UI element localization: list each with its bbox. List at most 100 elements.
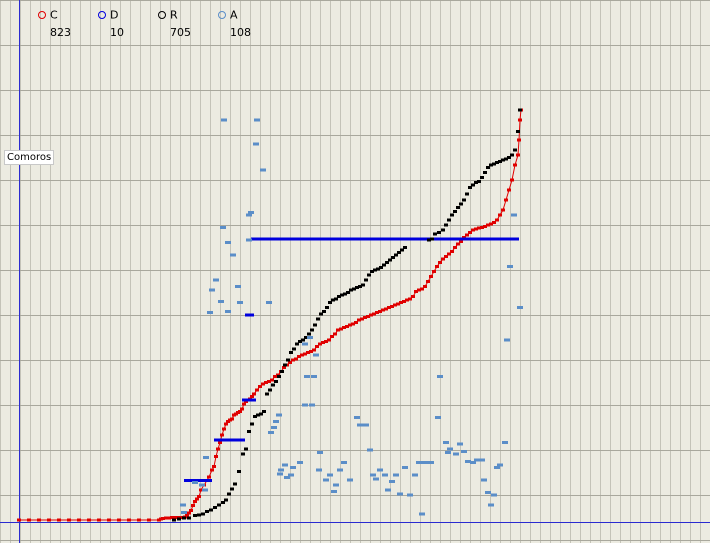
series-r-point (334, 297, 338, 301)
series-r-point (177, 517, 181, 521)
series-a-point (192, 481, 198, 484)
series-c-point (291, 358, 295, 362)
series-c-point (468, 231, 472, 234)
series-a-point (311, 375, 317, 378)
series-c-point (354, 321, 358, 324)
series-r-point (256, 413, 260, 417)
series-a-point (220, 226, 226, 229)
series-r-point (459, 202, 463, 206)
series-r-point (462, 198, 466, 202)
series-c-point (318, 342, 322, 346)
series-a-point (307, 336, 313, 339)
series-c-point (396, 302, 400, 306)
series-c-point (270, 378, 274, 382)
legend-item-d[interactable]: D (98, 8, 118, 22)
series-c-point (242, 402, 246, 406)
series-r-point (489, 163, 493, 167)
series-a-point (363, 423, 369, 427)
series-r-point (289, 351, 293, 354)
series-r-point (340, 293, 344, 297)
series-a-point (497, 463, 503, 467)
series-c-point (474, 227, 478, 231)
series-c-point (456, 242, 460, 246)
series-c-point (363, 316, 367, 319)
series-c-point (492, 221, 496, 224)
legend-label-a: A (230, 8, 238, 22)
series-r-point (441, 228, 445, 232)
series-c-point (37, 518, 41, 522)
series-r-point (201, 512, 205, 516)
series-c-point (273, 375, 277, 378)
series-c-point (372, 312, 376, 316)
series-r-point (444, 223, 448, 227)
series-c-point (507, 188, 511, 192)
series-c-point (312, 348, 316, 352)
series-c-point (483, 225, 487, 228)
series-a-point (419, 512, 425, 516)
series-a-point (237, 301, 243, 304)
series-c-point (351, 322, 355, 326)
series-a-point (416, 461, 422, 464)
series-r-point (213, 506, 217, 509)
series-r-point (247, 430, 251, 433)
series-r-point (379, 266, 383, 269)
series-c-point (381, 308, 385, 312)
series-a-point (246, 238, 252, 242)
legend-item-a[interactable]: A (218, 8, 238, 22)
series-r-point (465, 192, 469, 196)
series-r-point (224, 498, 228, 502)
series-c-point (258, 385, 262, 388)
series-c-point (450, 250, 454, 253)
series-c-point (477, 226, 481, 230)
series-c-point (294, 357, 298, 361)
series-c-point (167, 516, 171, 520)
series-a-point (337, 468, 343, 472)
series-a-point (209, 288, 215, 292)
series-c-point (360, 317, 364, 321)
series-a-point (502, 441, 508, 444)
series-c-point (429, 275, 433, 278)
series-r-point (474, 181, 478, 184)
series-c-point (453, 246, 457, 249)
series-c-point (97, 518, 101, 522)
series-a-point (181, 511, 187, 514)
legend-item-r[interactable]: R (158, 8, 178, 22)
legend-label-c: C (50, 8, 58, 22)
series-r-point (277, 375, 281, 378)
series-c-point (414, 290, 418, 293)
series-r-point (193, 514, 197, 517)
series-r-point (209, 508, 213, 512)
series-c-point (17, 518, 21, 522)
series-c-point (489, 222, 493, 226)
series-a-point (453, 452, 459, 456)
series-r-point (513, 148, 517, 152)
series-a-point (377, 468, 383, 472)
series-c-point (336, 328, 340, 332)
series-a-point (385, 488, 391, 492)
series-c-point (432, 270, 436, 273)
series-r-point (352, 287, 356, 291)
series-c-point (501, 208, 505, 212)
legend-count-c: 823 (50, 26, 71, 39)
series-c-point (127, 518, 131, 522)
series-r-point (331, 298, 335, 302)
series-a-point (407, 493, 413, 497)
series-a-point (370, 473, 376, 477)
series-r-point (262, 410, 266, 413)
series-c-point (306, 351, 310, 354)
series-a-point (230, 253, 236, 257)
series-c-point (438, 261, 442, 264)
series-a-point (479, 458, 485, 462)
series-a-point (397, 492, 403, 496)
series-c-point (327, 338, 331, 342)
series-a-point (180, 503, 186, 507)
series-a-point (357, 423, 363, 427)
series-c-point (224, 422, 228, 426)
series-c-point (411, 295, 415, 298)
series-r-point (358, 285, 362, 288)
legend-item-c[interactable]: C (38, 8, 58, 22)
series-r-point (233, 482, 237, 486)
series-a-point (422, 461, 428, 464)
series-c-point (417, 288, 421, 292)
